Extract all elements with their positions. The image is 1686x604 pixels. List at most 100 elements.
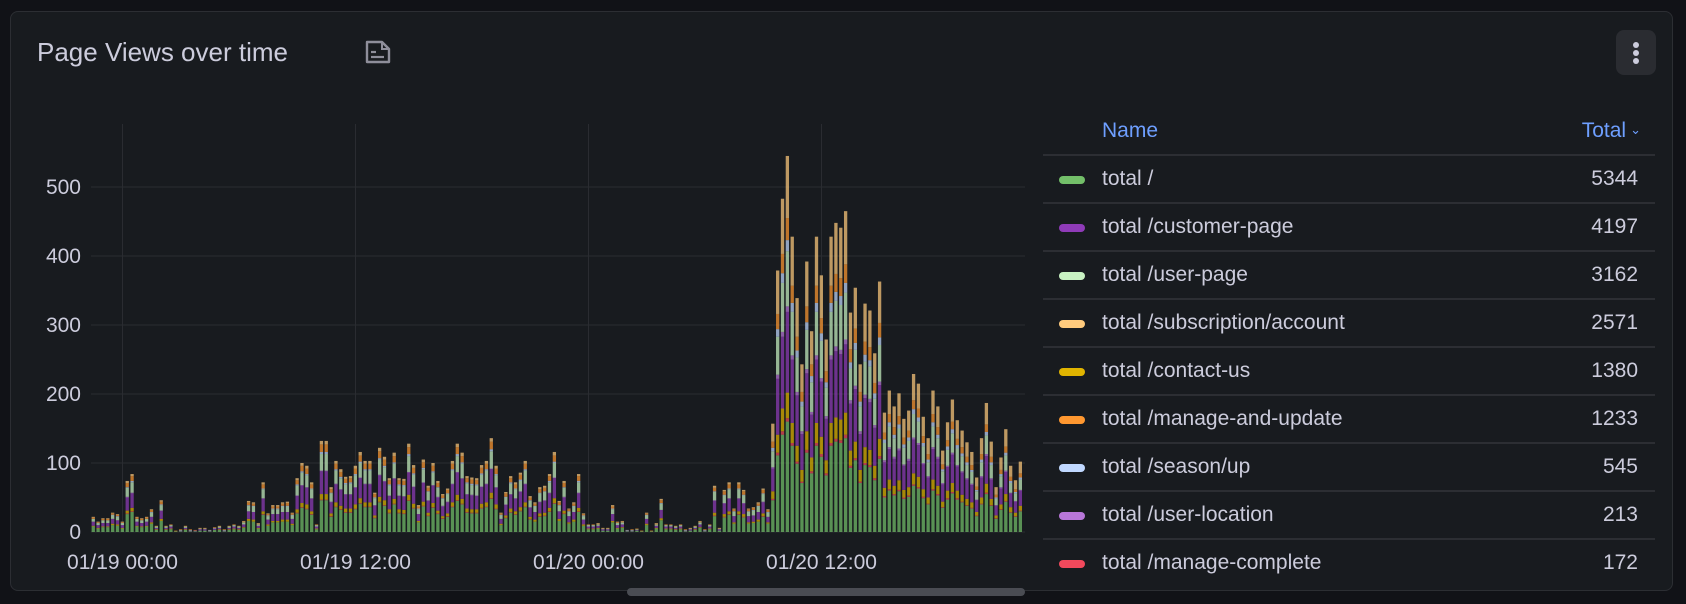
- bar-segment: [979, 477, 984, 498]
- bar-segment: [203, 530, 207, 532]
- panel-menu-button[interactable]: [1616, 30, 1656, 75]
- legend-item[interactable]: total /customer-page 4197: [1043, 204, 1655, 252]
- bar-segment: [999, 469, 1003, 475]
- bar-segment: [290, 518, 294, 524]
- legend-item[interactable]: total /contact-us 1380: [1043, 348, 1655, 396]
- bar-segment: [756, 503, 760, 506]
- bar-segment: [285, 501, 290, 504]
- bar-segment: [776, 374, 780, 379]
- bar-segment: [921, 464, 925, 490]
- bar-segment: [460, 456, 464, 463]
- bar-segment: [814, 442, 819, 446]
- bar-segment: [926, 503, 930, 505]
- bar-segment: [902, 497, 906, 499]
- horizontal-scrollbar[interactable]: [627, 588, 1025, 596]
- bar-segment: [809, 331, 814, 365]
- bar-segment: [329, 516, 333, 532]
- bar-segment: [644, 513, 649, 515]
- bar-segment: [445, 501, 450, 503]
- bar-segment: [732, 508, 736, 510]
- bar-segment: [212, 527, 217, 528]
- document-icon[interactable]: [364, 39, 392, 65]
- bar-segment: [659, 503, 663, 504]
- bar-segment: [392, 462, 396, 464]
- bar-segment: [868, 310, 872, 348]
- bar-segment: [941, 464, 945, 470]
- bar-segment: [761, 516, 765, 517]
- bar-segment: [615, 525, 620, 528]
- bar-segment: [203, 529, 207, 531]
- bar-segment: [552, 503, 557, 532]
- bar-segment: [848, 349, 853, 363]
- legend-item[interactable]: total /manage-and-update 1233: [1043, 396, 1655, 444]
- bar-segment: [339, 489, 343, 490]
- legend-item[interactable]: total /user-page 3162: [1043, 252, 1655, 300]
- kebab-menu-icon-dot: [1633, 58, 1639, 64]
- bar-segment: [931, 489, 935, 491]
- bar-segment: [489, 438, 493, 442]
- bar-segment: [557, 520, 561, 532]
- bar-segment: [853, 458, 857, 461]
- bar-segment: [324, 444, 328, 452]
- bar-segment: [377, 459, 382, 475]
- legend-item[interactable]: total /season/up 545: [1043, 444, 1655, 492]
- bar-segment: [703, 530, 707, 532]
- bar-segment: [397, 478, 401, 481]
- bar-segment: [120, 527, 125, 529]
- legend-item[interactable]: total /manage-complete 172: [1043, 540, 1655, 586]
- bar-segment: [688, 530, 692, 532]
- bar-segment: [975, 491, 979, 500]
- bar-segment: [280, 505, 285, 507]
- bar-segment: [858, 434, 862, 470]
- bar-segment: [499, 514, 503, 516]
- bar-segment: [154, 526, 158, 528]
- bar-segment: [426, 500, 430, 501]
- bar-segment: [921, 442, 925, 447]
- legend-item[interactable]: total / 5344: [1043, 156, 1655, 204]
- bar-segment: [484, 502, 489, 507]
- bar-segment: [848, 368, 853, 401]
- bar-segment: [751, 507, 756, 508]
- bar-segment: [819, 378, 823, 382]
- bar-segment: [586, 524, 591, 526]
- total-column-header[interactable]: Total ⌄: [1582, 119, 1641, 143]
- bar-segment: [120, 522, 125, 524]
- y-tick-label: 400: [46, 245, 81, 268]
- bar-segment: [407, 494, 411, 501]
- bar-segment: [809, 411, 814, 415]
- bar-segment: [877, 281, 882, 323]
- legend-item[interactable]: total /subscription/account 2571: [1043, 300, 1655, 348]
- x-tick-label: 01/19 00:00: [67, 551, 178, 574]
- bar-segment: [140, 527, 144, 532]
- bar-segment: [746, 511, 751, 517]
- bar-segment: [737, 488, 741, 490]
- bar-segment: [125, 496, 129, 498]
- bar-segment: [552, 451, 557, 456]
- bar-segment: [295, 484, 299, 486]
- bar-segment: [460, 478, 464, 479]
- bar-segment: [644, 514, 649, 516]
- bar-segment: [819, 454, 823, 457]
- bar-segment: [358, 503, 362, 504]
- bar-segment: [843, 434, 848, 439]
- bar-segment: [742, 494, 746, 496]
- bar-segment: [392, 456, 396, 463]
- bar-segment: [1018, 510, 1023, 512]
- bar-segment: [610, 509, 615, 515]
- name-column-header[interactable]: Name: [1102, 119, 1159, 142]
- bar-segment: [188, 531, 192, 532]
- bar-segment: [897, 491, 901, 532]
- bar-segment: [178, 529, 183, 531]
- x-tick-label: 01/20 12:00: [766, 551, 877, 574]
- bar-segment: [159, 510, 163, 519]
- bar-segment: [776, 452, 780, 456]
- bar-segment: [1004, 452, 1008, 456]
- bar-segment: [353, 509, 358, 532]
- bar-segment: [868, 467, 872, 532]
- bar-segment: [858, 469, 862, 482]
- bar-segment: [960, 472, 964, 495]
- legend-item[interactable]: total /user-location 213: [1043, 492, 1655, 540]
- bar-segment: [776, 270, 780, 314]
- bar-segment: [106, 518, 110, 521]
